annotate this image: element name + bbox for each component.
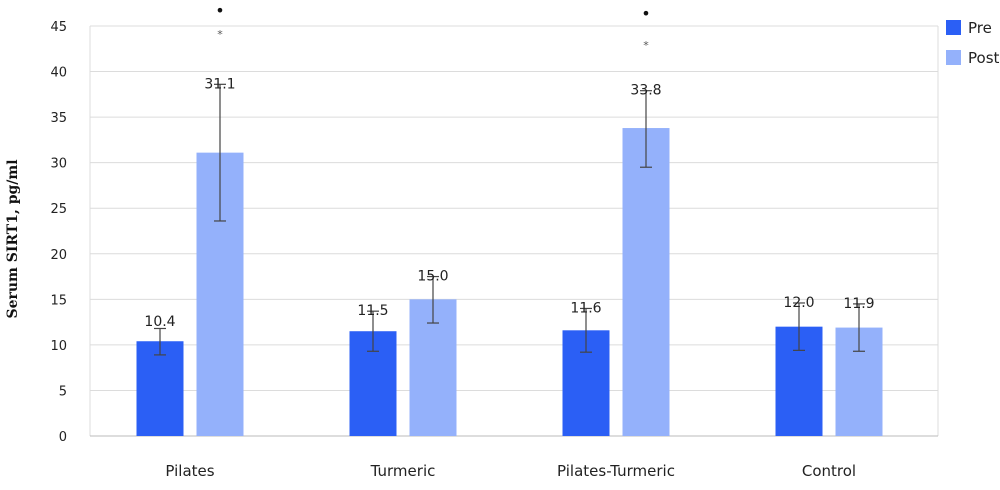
y-tick-label: 15	[50, 293, 67, 308]
y-tick-label: 5	[59, 384, 67, 399]
category-label: Pilates	[165, 462, 214, 480]
y-tick-label: 35	[50, 111, 67, 126]
data-label: 12.0	[783, 295, 814, 311]
data-label: 33.8	[630, 83, 661, 99]
significance-dot: •	[215, 1, 224, 20]
data-label: 11.9	[843, 296, 874, 312]
y-tick-label: 10	[50, 339, 67, 354]
bars	[136, 128, 883, 437]
significance-star: *	[643, 39, 649, 52]
y-axis-title: Serum SIRT1, pg/ml	[5, 159, 21, 318]
data-label: 10.4	[144, 314, 175, 330]
error-bars	[154, 83, 865, 356]
data-label: 31.1	[204, 76, 235, 92]
legend-label-post: Post	[968, 49, 1000, 67]
data-label: 15.0	[417, 269, 448, 285]
legend-label-pre: Pre	[968, 19, 992, 37]
legend: Pre Post	[946, 19, 1000, 67]
category-labels: Pilates Turmeric Pilates-Turmeric Control	[165, 462, 856, 480]
category-label: Turmeric	[370, 462, 436, 480]
y-tick-label: 0	[59, 430, 67, 445]
significance-markers: • * • *	[215, 1, 650, 52]
bar-post	[622, 128, 670, 437]
data-labels: 10.4 11.5 11.6 12.0 31.1 15.0 33.8 11.9	[144, 76, 874, 330]
category-label: Pilates-Turmeric	[557, 462, 675, 480]
y-tick-label: 45	[50, 20, 67, 35]
significance-dot: •	[641, 4, 650, 23]
y-tick-label: 25	[50, 202, 67, 217]
data-label: 11.6	[570, 300, 601, 316]
y-tick-label: 20	[50, 248, 67, 263]
y-tick-label: 40	[50, 66, 67, 81]
legend-swatch-post	[946, 50, 961, 65]
y-axis-ticks: 0 5 10 15 20 25 30 35 40 45	[50, 20, 67, 445]
data-label: 11.5	[357, 303, 388, 319]
category-label: Control	[802, 462, 856, 480]
bar-pre	[136, 341, 184, 436]
significance-star: *	[217, 28, 223, 41]
y-tick-label: 30	[50, 157, 67, 172]
legend-swatch-pre	[946, 20, 961, 35]
